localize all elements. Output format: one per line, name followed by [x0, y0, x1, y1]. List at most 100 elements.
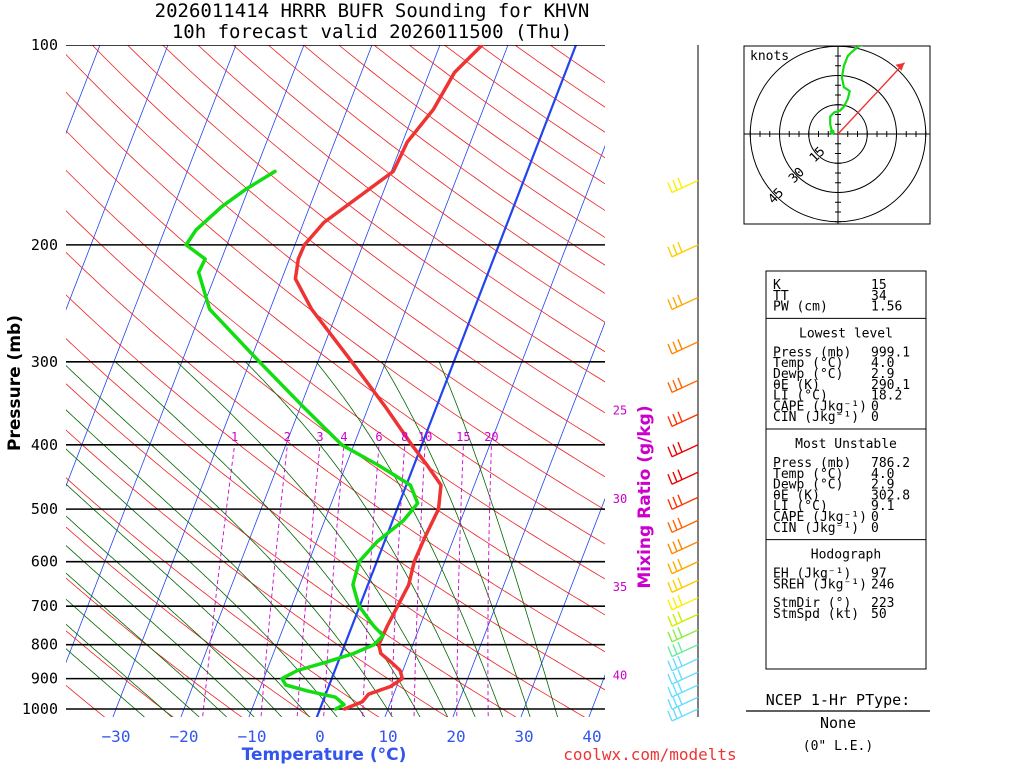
barb-staff — [671, 444, 699, 458]
barb-feather — [667, 698, 673, 710]
moist-adiabat-line — [66, 365, 393, 717]
barb-staff — [671, 341, 699, 355]
barb-feather — [667, 686, 673, 698]
moist-adiabat-line — [66, 623, 173, 717]
moist-adiabat-line — [115, 361, 421, 717]
barb-staff — [671, 296, 699, 311]
mixing-ratio-labels: 1 2 3 4 6 8 10 15 20 — [231, 430, 499, 444]
mixing-ratio-label: 6 — [375, 430, 382, 444]
moist-adiabat-line — [66, 648, 146, 717]
lowest-value: 4.0 — [871, 356, 894, 371]
barb-feather — [672, 696, 678, 708]
barb-feather — [677, 558, 683, 570]
barb-feather — [677, 411, 683, 423]
pressure-tick-label: 500 — [31, 500, 58, 518]
wind-barb — [667, 641, 699, 658]
barb-feather — [677, 669, 683, 680]
barb-feather — [667, 446, 673, 458]
barb-staff — [671, 379, 699, 394]
barb-staff — [671, 629, 699, 643]
mixing-ratio-axis-label: Mixing Ratio (g/kg) — [635, 405, 655, 588]
hodo-label: EH (Jkg⁻¹) — [773, 567, 851, 582]
isotherm-line — [112, 45, 373, 717]
index-label: TT — [773, 289, 789, 304]
dry-adiabat-line — [66, 630, 174, 717]
hodo-value: 97 — [871, 567, 887, 582]
dry-adiabat-line — [66, 130, 605, 545]
barb-staff — [671, 179, 699, 194]
unstable-value: 786.2 — [871, 456, 910, 471]
index-value: 15 — [871, 278, 887, 293]
barb-feather — [672, 413, 678, 425]
unstable-label: CIN (Jkg⁻¹) — [773, 521, 859, 536]
lowest-value: 290.1 — [871, 378, 910, 393]
moist-adiabat-line — [66, 572, 228, 717]
temperature-tick-label: 0 — [315, 727, 325, 746]
barb-feather — [667, 616, 673, 627]
barb-feather — [667, 582, 673, 593]
isotherm-line — [452, 321, 605, 717]
unstable-label: θE (K) — [773, 488, 820, 503]
ptype-value: None — [820, 714, 856, 732]
dry-adiabat-line — [91, 45, 605, 445]
barb-feather — [677, 655, 683, 667]
barb-feather — [672, 684, 678, 695]
barb-feather — [672, 471, 678, 483]
barb-staff — [671, 561, 699, 575]
index-value: 1.56 — [871, 300, 902, 315]
isotherm-line — [66, 45, 169, 311]
mixing-ratio-label: 3 — [316, 430, 323, 444]
lowest-value: 0 — [871, 399, 879, 414]
barb-feather — [672, 597, 678, 608]
dry-adiabat-line — [443, 45, 605, 159]
pressure-tick-label: 600 — [31, 553, 58, 571]
mixing-ratio-label: 2 — [284, 430, 291, 444]
barb-feather — [672, 519, 678, 531]
barb-feather — [677, 242, 683, 253]
profiles — [184, 45, 484, 711]
mixing-ratio-line — [323, 444, 345, 717]
lowest-label: CAPE (Jkg⁻¹) — [773, 399, 867, 414]
dry-adiabat-line — [66, 429, 448, 717]
barb-staff — [671, 671, 699, 685]
isotherm-line — [66, 45, 305, 664]
dry-adiabat-lines — [66, 45, 605, 717]
barb-feather — [672, 671, 678, 683]
index-label: PW (cm) — [773, 300, 828, 315]
barb-feather — [677, 694, 683, 705]
barb-staff — [671, 644, 699, 658]
pressure-tick-label: 900 — [31, 670, 58, 688]
lowest-label: Dewp (°C) — [773, 367, 843, 382]
mixing-ratio-lines — [202, 444, 492, 717]
temperature-tick-label: 30 — [514, 727, 533, 746]
barb-staff — [671, 413, 699, 428]
barb-feather — [667, 499, 673, 510]
hodograph-trace — [829, 46, 862, 133]
barb-feather — [677, 494, 683, 506]
temperature-tick-label: 10 — [378, 727, 397, 746]
barb-feather — [672, 379, 678, 391]
storm-motion-arrowhead — [895, 62, 905, 71]
barb-staff — [671, 519, 699, 534]
moist-adiabat-line — [245, 361, 476, 717]
lowest-label: LI (°C) — [773, 389, 828, 404]
barb-staff — [671, 696, 699, 710]
barb-staff — [671, 496, 699, 510]
pressure-tick-label: 1000 — [22, 700, 58, 718]
wind-barb — [667, 339, 699, 355]
barb-feather — [667, 631, 673, 643]
barb-feather — [672, 496, 678, 508]
wind-barb — [667, 294, 699, 311]
lowest-value: 2.9 — [871, 367, 894, 382]
mixing-ratio-line — [362, 444, 380, 717]
dry-adiabat-line — [197, 45, 605, 353]
x-axis-label: Temperature (°C) — [242, 745, 407, 765]
pressure-tick-label: 400 — [31, 436, 58, 454]
barb-feather — [667, 522, 673, 533]
wind-barb — [667, 655, 699, 672]
moist-adiabat-line — [66, 598, 200, 717]
wind-barb — [667, 577, 699, 593]
hodo-label: StmDir (°) — [773, 596, 851, 611]
temperature-profile — [293, 45, 484, 711]
hodograph-units: knots — [750, 49, 789, 64]
